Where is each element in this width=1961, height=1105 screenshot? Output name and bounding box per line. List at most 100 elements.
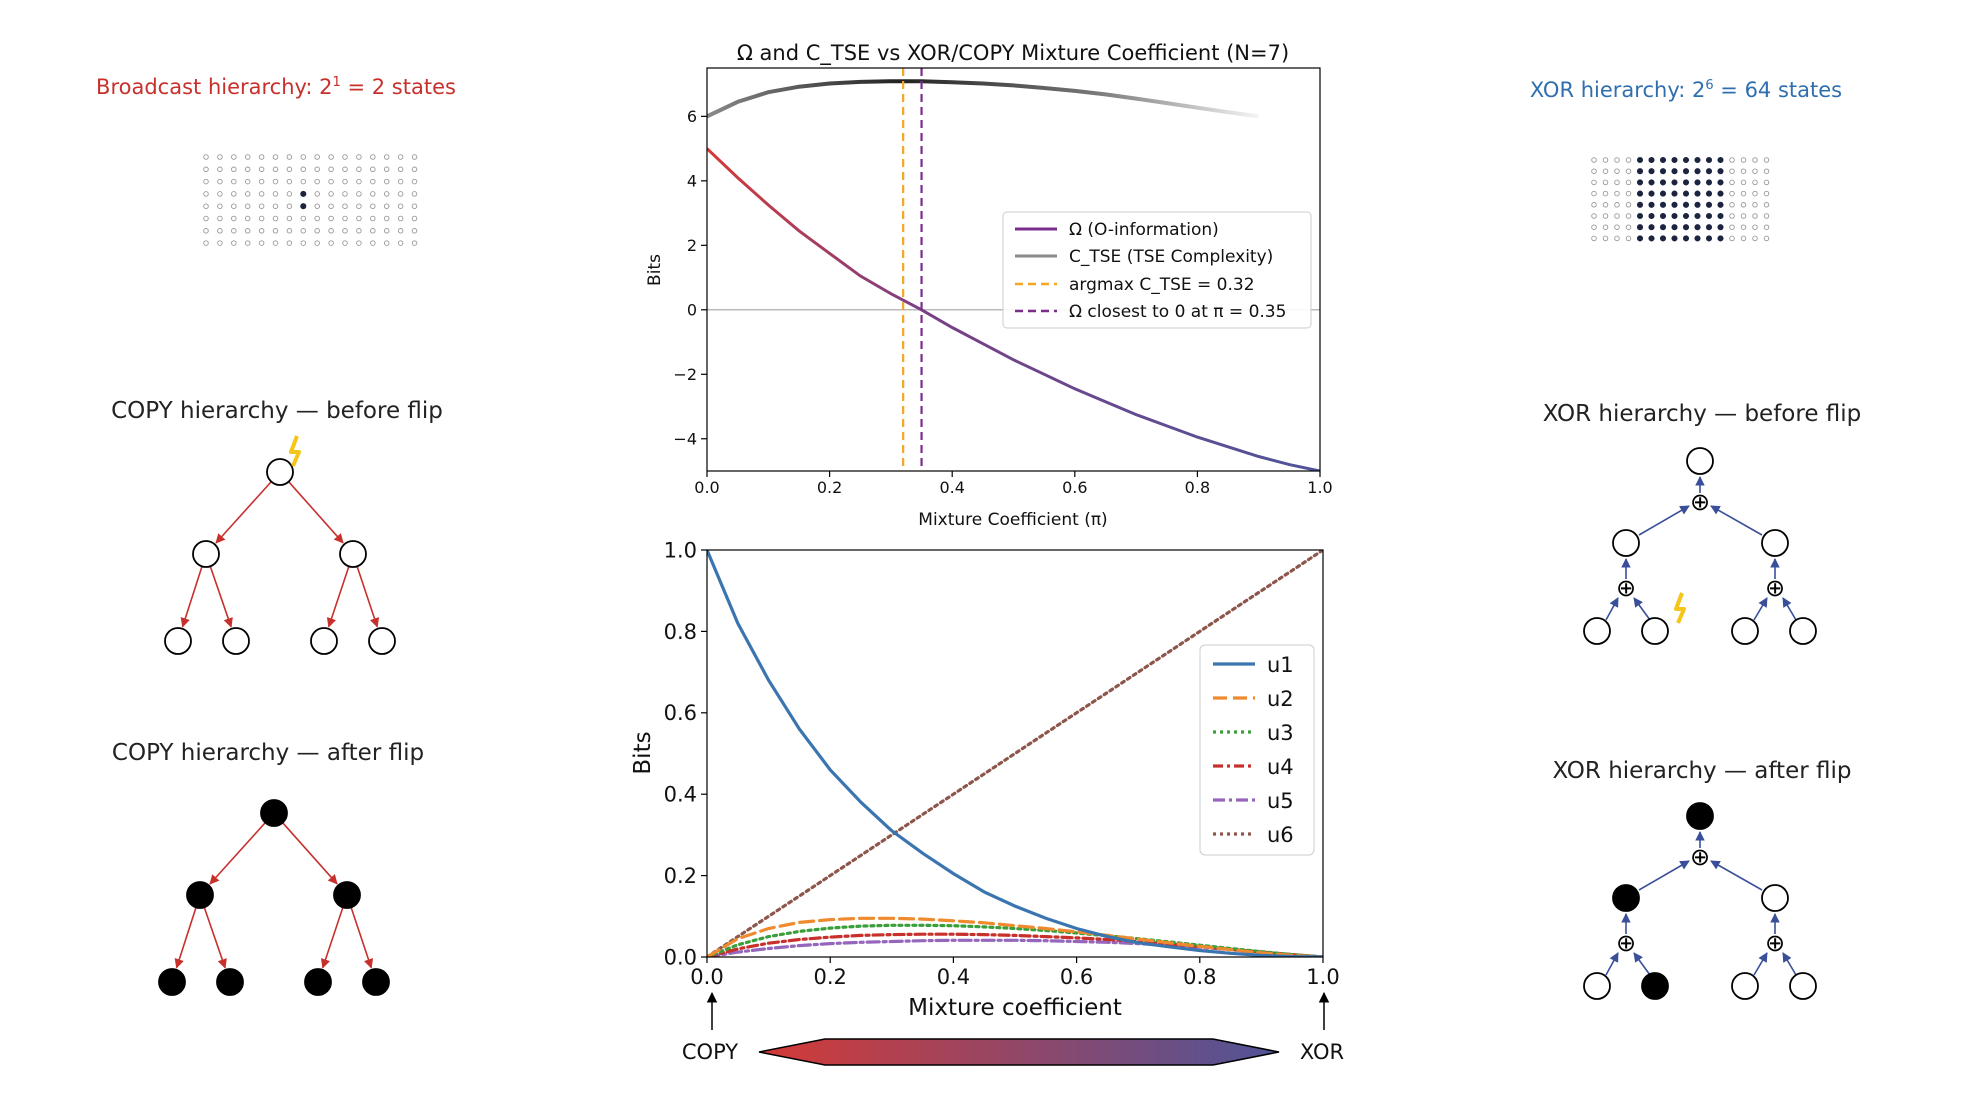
- state-dot: [300, 240, 307, 246]
- state-dot: [1625, 157, 1632, 163]
- state-dot: [244, 240, 251, 246]
- state-dot: [328, 154, 334, 160]
- y-tick-label: −4: [673, 429, 697, 448]
- state-dot: [1625, 190, 1632, 197]
- state-dot: [370, 228, 376, 234]
- y-tick-label: 2: [687, 236, 697, 255]
- state-dot: [397, 166, 404, 173]
- xor-tree-before: ⊕ ⊕ ⊕: [1583, 447, 1817, 645]
- state-dot: [411, 154, 418, 160]
- state-dot: [272, 215, 279, 222]
- state-dot-active: [1694, 224, 1701, 231]
- xor-operator-icon: ⊕: [1616, 929, 1636, 957]
- state-dot: [258, 191, 265, 197]
- x-tick-label: 0.0: [690, 965, 723, 989]
- state-dot-active: [1671, 201, 1678, 208]
- state-dot: [370, 154, 376, 160]
- copy-edge-arrow: [356, 566, 380, 628]
- x-tick-label: 0.8: [1183, 965, 1216, 989]
- state-dot: [244, 215, 251, 222]
- xor-edge-arrow: [1638, 505, 1690, 536]
- x-tick-label: 0.6: [1062, 478, 1087, 497]
- state-dot-active: [1636, 156, 1644, 164]
- copy-edge-arrow: [203, 907, 227, 969]
- legend-label-u2: u2: [1267, 687, 1294, 711]
- state-dot: [1740, 224, 1747, 230]
- state-dot: [397, 178, 404, 185]
- copy-after-title: COPY hierarchy — after flip: [112, 740, 424, 766]
- state-dot: [258, 178, 265, 185]
- copy-tree-before: [164, 458, 396, 655]
- tree-node: [1612, 884, 1640, 912]
- state-dot: [314, 203, 320, 209]
- copy-xor-gradient-band: [758, 1038, 1280, 1066]
- state-dot: [383, 191, 390, 197]
- xor-edge-arrow: [1782, 952, 1797, 976]
- state-dot: [231, 228, 237, 234]
- state-dot-active: [1694, 179, 1701, 186]
- state-dot: [231, 178, 237, 185]
- state-dot-active: [300, 203, 307, 210]
- chart-title: Ω and C_TSE vs XOR/COPY Mixture Coeffici…: [737, 41, 1289, 66]
- state-dot: [383, 178, 390, 185]
- state-dot: [1740, 190, 1747, 197]
- state-dot-active: [1705, 156, 1713, 164]
- state-dot: [1763, 213, 1770, 219]
- state-dot: [272, 166, 279, 173]
- state-dot: [1591, 157, 1597, 163]
- y-axis-label: Bits: [630, 731, 656, 774]
- state-dot-active: [1659, 235, 1667, 242]
- state-dot: [411, 240, 418, 246]
- state-dot-active: [1694, 212, 1701, 220]
- state-dot-active: [1671, 168, 1678, 175]
- state-dot: [1591, 224, 1597, 230]
- state-dot: [314, 178, 320, 185]
- state-dot: [1602, 213, 1609, 219]
- state-dot-active: [1694, 156, 1701, 164]
- state-dot-active: [1659, 201, 1667, 208]
- state-dot: [397, 154, 404, 160]
- state-dot-active: [1682, 156, 1690, 164]
- state-dot: [1614, 168, 1620, 174]
- state-dot-active: [1694, 235, 1701, 242]
- state-dot: [231, 203, 237, 209]
- state-dot-active: [1671, 212, 1678, 220]
- tree-node: [216, 968, 244, 996]
- xor-edge-arrow: [1605, 952, 1619, 976]
- series-line-u4: [707, 932, 1323, 957]
- tree-node: [192, 540, 220, 568]
- xor-edge-arrow: [1605, 597, 1619, 621]
- state-dot: [1602, 168, 1609, 174]
- copy-end-label: COPY: [682, 1040, 738, 1064]
- state-dot: [1752, 168, 1758, 174]
- state-dot: [328, 191, 334, 197]
- state-dot-active: [300, 190, 307, 197]
- tree-node: [1731, 617, 1759, 645]
- state-dot: [1740, 235, 1747, 242]
- tree-node: [310, 627, 338, 655]
- state-dot-active: [1648, 212, 1655, 220]
- state-dot: [397, 228, 404, 234]
- legend-label-u3: u3: [1267, 721, 1294, 745]
- state-dot-active: [1648, 156, 1655, 164]
- state-dot: [370, 178, 376, 185]
- state-dot: [258, 166, 265, 173]
- state-dot-active: [1705, 190, 1713, 197]
- state-dot-active: [1648, 190, 1655, 197]
- state-dot: [411, 215, 418, 222]
- state-dot: [1602, 202, 1609, 208]
- state-dot: [1591, 168, 1597, 174]
- copy-edge-arrow: [209, 822, 266, 885]
- state-dot-active: [1717, 190, 1724, 197]
- state-dot: [370, 240, 376, 246]
- copy-edge-arrow: [320, 907, 344, 969]
- state-dot: [397, 203, 404, 209]
- state-dot: [1729, 213, 1735, 219]
- state-dot: [1763, 179, 1770, 186]
- tree-node: [1789, 617, 1817, 645]
- tree-node: [164, 627, 192, 655]
- state-dot: [1729, 168, 1735, 174]
- state-dot: [411, 228, 418, 234]
- state-dot: [300, 166, 307, 173]
- xor-operator-icon: ⊕: [1616, 574, 1636, 602]
